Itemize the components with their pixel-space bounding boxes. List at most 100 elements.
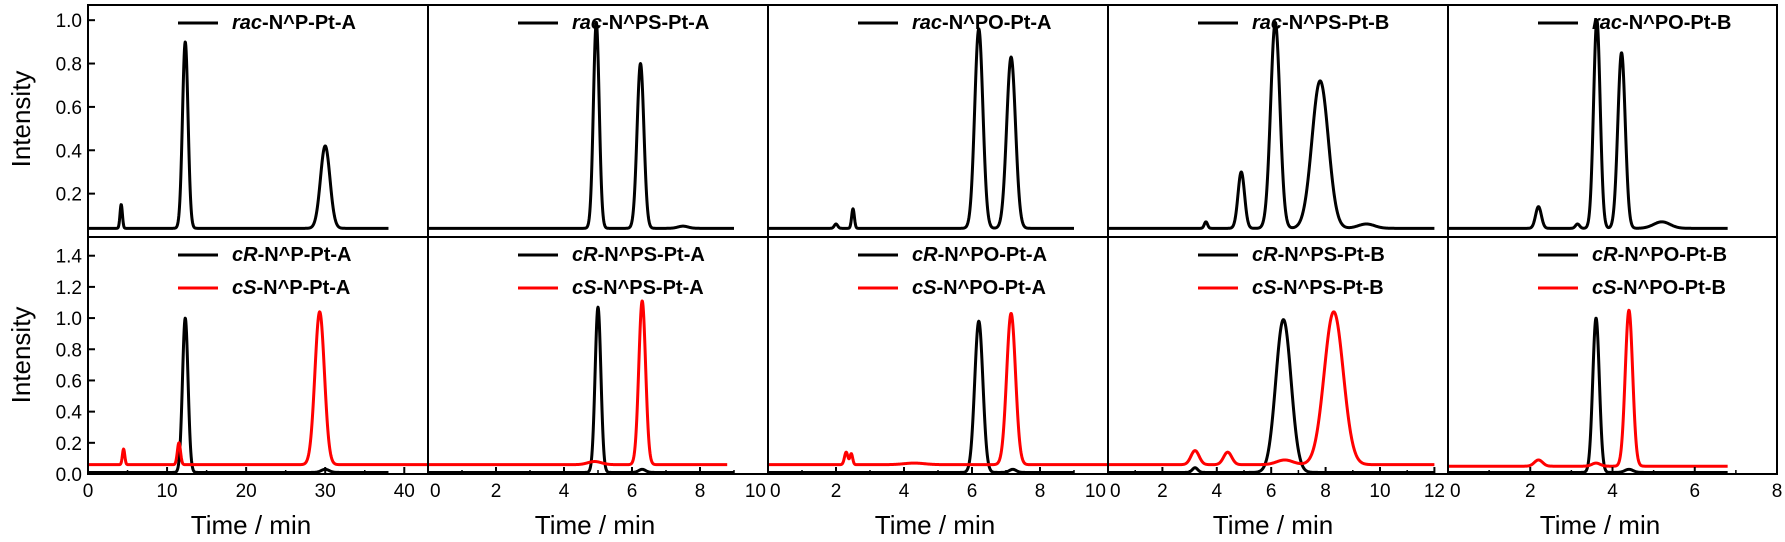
x-tick-label: 30 [315,481,336,502]
xlabel-1: Time / min [535,510,655,540]
panel-frame [1447,4,1778,238]
y-tick-label: 0.2 [56,185,82,206]
x-tick-label: 0 [1450,481,1461,502]
x-tick-label: 8 [1772,481,1783,502]
legend-label: cS-N^P-Pt-A [232,277,350,299]
legend-label-suffix: -N^PO-Pt-A [936,277,1045,299]
legend-label-suffix: -N^PS-Pt-B [1276,277,1383,299]
x-tick-label: 2 [831,481,842,502]
series-line-rac-panel-0-4 [1448,18,1729,230]
legend-label-prefix: cS [912,277,937,299]
x-tick-label: 10 [745,481,766,502]
panels: rac-N^P-Pt-A0.20.40.60.81.0 rac-N^PS-Pt-A… [56,4,1783,502]
legend-label-prefix: rac [912,12,942,34]
panel-1-1: cR-N^PS-Pt-AcS-N^PS-Pt-A0 2 4 6 8 10 [427,236,769,502]
xlabels: Time / min Time / min Time / min Time / min… [191,510,1660,540]
panel-1-4: cR-N^PO-Pt-B cS-N^PO-Pt-B 0 2 4 6 8 [1447,236,1783,502]
panel-0-0: rac-N^P-Pt-A 0.2 0.4 0.6 0.8 1.0 [56,4,429,238]
y-tick-label: 1.4 [56,247,83,268]
panel-frame [1447,236,1778,475]
legend-label: cS-N^PO-Pt-B [1592,277,1726,299]
legend-label-prefix: cR [572,244,598,266]
y-tick-label: 0.4 [56,403,83,424]
legend-label-suffix: -N^PS-Pt-B [1278,244,1385,266]
legend-label-prefix: cR [912,244,938,266]
x-tick-label: 40 [394,481,415,502]
x-tick-label: 6 [627,481,638,502]
xlabel-0: Time / min [191,510,311,540]
legend-label-suffix: -N^PO-Pt-A [938,244,1047,266]
panel-0-1: rac-N^PS-Pt-A [427,4,769,238]
x-tick-label: 6 [967,481,978,502]
x-tick-label: 0 [1110,481,1121,502]
series-line-cS-panel-1-4 [1448,308,1729,468]
x-tick-label: 8 [1035,481,1046,502]
x-tick-label: 2 [1157,481,1168,502]
legend-label-prefix: rac [232,12,262,34]
y-tick-label: 1.0 [56,11,82,32]
legend-label: cR-N^PO-Pt-B [1592,244,1727,266]
series-line-cR-panel-1-2 [768,319,1076,474]
legend-label-suffix: -N^PS-Pt-B [1282,12,1389,34]
y-tick-label: 1.0 [56,309,82,330]
legend-label-prefix: rac [1252,12,1282,34]
series-line-cR-panel-1-1 [428,305,736,474]
series-line-cR-panel-1-4 [1448,316,1729,474]
legend-label-prefix: cR [232,244,258,266]
legend-label-suffix: -N^PO-Pt-A [942,12,1051,34]
x-tick-label: 12 [1424,481,1445,502]
ylabel-top: Intensity [6,71,36,168]
legend-label: rac-N^PS-Pt-A [572,12,709,34]
legend-label-prefix: cR [1592,244,1618,266]
legend-label-suffix: -N^PS-Pt-A [602,12,709,34]
panel-frame [767,236,1109,475]
legend-label-prefix: cS [1252,277,1277,299]
x-tick-label: 8 [1320,481,1331,502]
panel-0-2: rac-N^PO-Pt-A [767,4,1109,238]
series-line-cS-panel-1-2 [768,312,1108,467]
legend-label: cR-N^P-Pt-A [232,244,351,266]
panel-frame [427,236,769,475]
legend-label-suffix: -N^P-Pt-A [262,12,356,34]
panel-frame [767,4,1109,238]
y-tick-label: 0.6 [56,371,82,392]
x-tick-label: 2 [1525,481,1536,502]
x-tick-label: 4 [559,481,570,502]
series-line-rac-panel-0-1 [428,20,736,230]
legend-label: rac-N^P-Pt-A [232,12,356,34]
xlabel-3: Time / min [1213,510,1333,540]
x-tick-label: 4 [899,481,910,502]
x-tick-label: 4 [1607,481,1618,502]
panel-frame [87,4,429,238]
legend-label-suffix: -N^PO-Pt-B [1618,244,1727,266]
y-tick-label: 0.8 [56,340,82,361]
x-tick-label: 6 [1689,481,1700,502]
xlabel-4: Time / min [1540,510,1660,540]
y-tick-label: 0.8 [56,55,82,76]
series-line-cS-panel-1-3 [1108,310,1436,467]
legend-label: cR-N^PO-Pt-A [912,244,1047,266]
legend-label-prefix: cS [572,277,597,299]
legend-label-prefix: cS [1592,277,1617,299]
series-line-rac-panel-0-3 [1108,20,1436,230]
legend-label-prefix: rac [1592,12,1622,34]
y-tick-label: 0.2 [56,434,82,455]
legend-label-prefix: cS [232,277,257,299]
x-tick-label: 0 [770,481,781,502]
series-line-cS-panel-1-1 [428,299,729,467]
y-tick-label: 0.4 [56,141,83,162]
legend-label: rac-N^PO-Pt-A [912,12,1051,34]
legend-label: cS-N^PO-Pt-A [912,277,1046,299]
legend-label-prefix: cR [1252,244,1278,266]
ylabel-bottom: Intensity [6,307,36,404]
legend-label: cS-N^PS-Pt-B [1252,277,1384,299]
legend-label-suffix: -N^P-Pt-A [258,244,352,266]
panel-1-3: cR-N^PS-Pt-BcS-N^PS-Pt-B0 2 4 6 8 10 12 [1107,236,1449,502]
x-tick-label: 8 [695,481,706,502]
legend-label: rac-N^PS-Pt-B [1252,12,1389,34]
series-line-cR-panel-1-3 [1108,318,1436,474]
x-tick-label: 0 [83,481,94,502]
legend-label: cR-N^PS-Pt-B [1252,244,1385,266]
legend-label-suffix: -N^P-Pt-A [256,277,350,299]
